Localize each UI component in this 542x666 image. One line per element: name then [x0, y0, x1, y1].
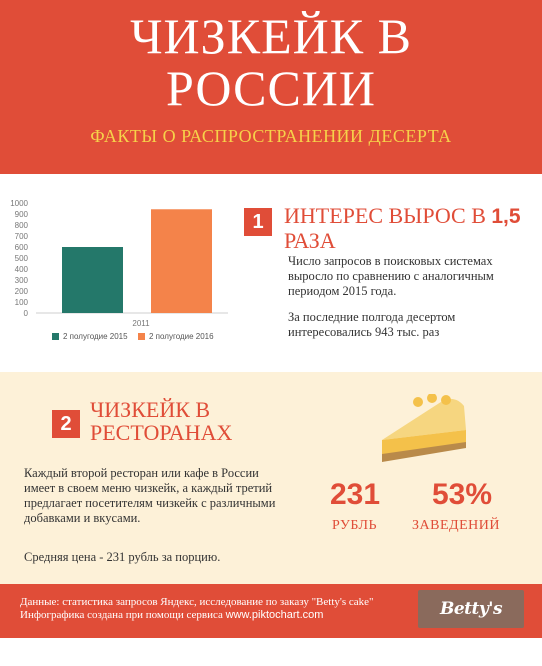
- section-number-1: 1: [244, 208, 272, 236]
- y-tick-label: 400: [15, 265, 29, 274]
- section-restaurants: 2 ЧИЗКЕЙК В РЕСТОРАНАХ Каждый второй рес…: [0, 372, 542, 584]
- y-tick-label: 0: [24, 309, 29, 318]
- section1-heading-text: ИНТЕРЕС ВЫРОС В: [284, 203, 492, 228]
- legend-label-2015: 2 полугодие 2015: [63, 332, 128, 341]
- y-tick-label: 600: [15, 243, 29, 252]
- y-tick-label: 500: [15, 254, 29, 263]
- y-tick-label: 100: [15, 298, 29, 307]
- legend-swatch-2015: [52, 333, 59, 340]
- section2-paragraph-1: Каждый второй ресторан или кафе в России…: [24, 466, 276, 525]
- y-tick-label: 900: [15, 210, 29, 219]
- stat-price-label: РУБЛЬ: [332, 518, 378, 533]
- bar-2-полугодие-2015: [62, 247, 123, 313]
- section-number-2: 2: [52, 410, 80, 438]
- section2-paragraph-2: Средняя цена - 231 рубль за порцию.: [24, 550, 221, 564]
- bar-chart: 0 100 200 300 400 500 600 700 800 900 1000 2011: [10, 199, 228, 328]
- footer-credit: Инфографика создана при помощи сервиса w…: [20, 609, 323, 621]
- y-tick-label: 700: [15, 232, 29, 241]
- stat-share-label: ЗАВЕДЕНИЙ: [412, 518, 500, 533]
- title-line-1: ЧИЗКЕЙК В: [130, 8, 412, 64]
- stat-price-value: 231: [330, 478, 381, 511]
- cheesecake-slice-icon: [382, 394, 466, 462]
- footer-credit-prefix: Инфографика создана при помощи сервиса: [20, 609, 226, 621]
- legend-swatch-2016: [138, 333, 145, 340]
- section1-paragraph-1: Число запросов в поисковых системах выро…: [288, 254, 494, 298]
- legend-label-2016: 2 полугодие 2016: [149, 332, 214, 341]
- y-tick-label: 200: [15, 287, 29, 296]
- footer-source: Данные: статистика запросов Яндекс, иссл…: [20, 596, 374, 608]
- title-line-2: РОССИИ: [165, 60, 377, 116]
- y-tick-label: 800: [15, 221, 29, 230]
- section1-heading-value: 1,5: [491, 205, 521, 228]
- header: ЧИЗКЕЙК В РОССИИ ФАКТЫ О РАСПРОСТРАНЕНИИ…: [0, 0, 542, 174]
- legend-item-2015: 2 полугодие 2015: [52, 332, 128, 341]
- section1-heading-text2: РАЗА: [284, 228, 336, 253]
- x-category-label: 2011: [132, 319, 150, 328]
- y-tick-label: 300: [15, 276, 29, 285]
- footer-credit-link[interactable]: www.piktochart.com: [225, 609, 324, 621]
- stat-share-value: 53%: [432, 478, 493, 511]
- section2-heading-line1: ЧИЗКЕЙК В: [90, 397, 211, 422]
- section2-heading-line2: РЕСТОРАНАХ: [90, 420, 233, 445]
- subtitle: ФАКТЫ О РАСПРОСТРАНЕНИИ ДЕСЕРТА: [90, 126, 452, 146]
- legend-item-2016: 2 полугодие 2016: [138, 332, 214, 341]
- section1-paragraph-2: За последние полгода десертом интересова…: [288, 310, 456, 339]
- section-interest: 0 100 200 300 400 500 600 700 800 900 1000 2011 2 п…: [0, 174, 542, 372]
- bar-2-полугодие-2016: [151, 209, 212, 313]
- section1-heading: ИНТЕРЕС ВЫРОС В 1,5 РАЗА: [284, 204, 534, 253]
- footer: Данные: статистика запросов Яндекс, иссл…: [0, 584, 542, 657]
- y-tick-label: 1000: [10, 199, 28, 208]
- infographic: ЧИЗКЕЙК В РОССИИ ФАКТЫ О РАСПРОСТРАНЕНИИ…: [0, 0, 542, 638]
- bettys-cake-logo: Betty's cake: [418, 590, 524, 657]
- section2-heading: ЧИЗКЕЙК В РЕСТОРАНАХ: [90, 398, 232, 444]
